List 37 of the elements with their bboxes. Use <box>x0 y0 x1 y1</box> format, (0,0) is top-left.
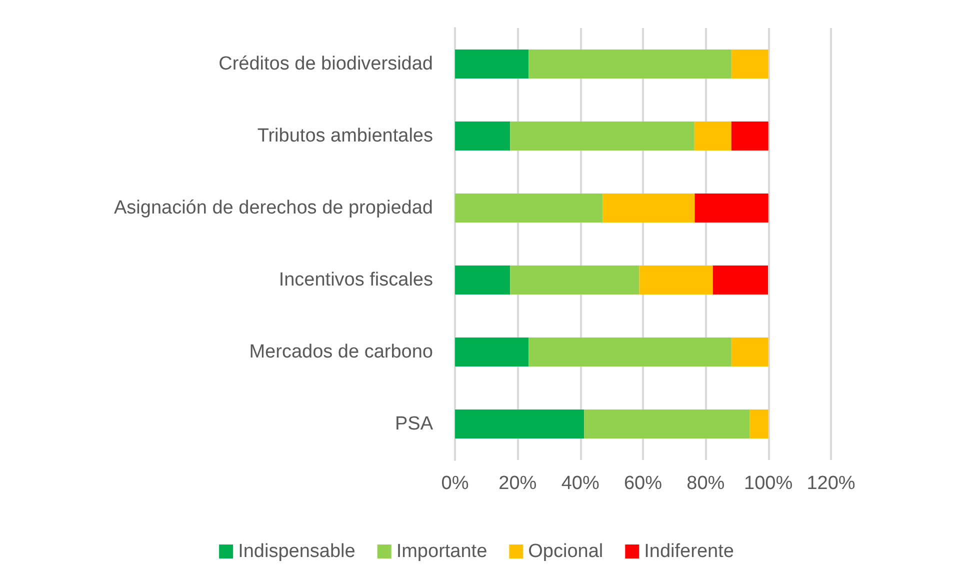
x-tick-label: 100% <box>744 473 793 494</box>
x-tick-label: 0% <box>441 473 469 494</box>
legend-label: Indispensable <box>238 541 356 562</box>
y-tick-label: Asignación de derechos de propiedad <box>114 198 433 218</box>
y-tick-label: Incentivos fiscales <box>278 270 433 290</box>
bar <box>455 338 529 366</box>
x-tick-label: 20% <box>498 473 537 494</box>
bar <box>455 122 510 150</box>
y-tick-label: Créditos de biodiversidad <box>218 54 433 74</box>
bar <box>712 266 768 294</box>
x-tick-label: 40% <box>561 473 600 494</box>
bar <box>528 338 732 366</box>
y-tick-label: Tributos ambientales <box>257 126 433 146</box>
bar <box>731 122 768 150</box>
bar <box>455 266 510 294</box>
bar <box>528 50 732 78</box>
bar <box>639 266 713 294</box>
bar <box>455 410 584 438</box>
bar <box>602 194 695 222</box>
bar <box>731 50 768 78</box>
bar <box>731 338 768 366</box>
y-tick-label: PSA <box>394 414 434 434</box>
bar <box>750 410 768 438</box>
bar <box>584 410 750 438</box>
x-tick-label: 120% <box>806 473 856 494</box>
bar <box>510 122 694 150</box>
y-tick-label: Mercados de carbono <box>249 342 433 362</box>
x-tick-label: 80% <box>686 473 725 494</box>
bar <box>455 50 529 78</box>
legend-label: Indiferente <box>644 541 734 562</box>
bar <box>694 194 768 222</box>
x-tick-label: 60% <box>624 473 662 494</box>
bar <box>510 266 640 294</box>
legend-label: Opcional <box>528 541 604 562</box>
bar <box>455 194 603 222</box>
legend-label: Importante <box>396 541 488 562</box>
bar <box>694 122 732 150</box>
